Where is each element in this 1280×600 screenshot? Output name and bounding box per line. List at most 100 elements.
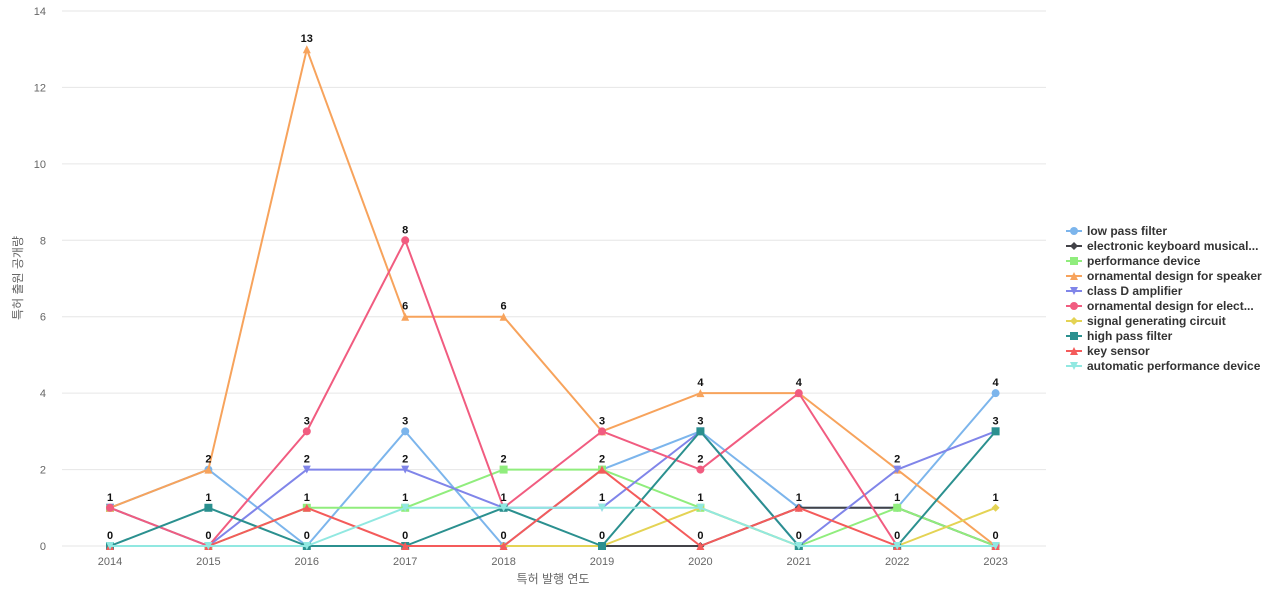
- series-point: [401, 465, 410, 474]
- series-line: [110, 506, 996, 547]
- legend-label: key sensor: [1087, 344, 1150, 358]
- series-line: [109, 48, 997, 547]
- x-tick-label: 2014: [98, 556, 122, 568]
- data-label: 13: [301, 33, 313, 45]
- x-tick-label: 2015: [196, 556, 220, 568]
- data-label: 0: [402, 530, 408, 542]
- y-tick-label: 10: [34, 159, 46, 171]
- series-point: [499, 542, 508, 550]
- data-label: 1: [894, 492, 900, 504]
- x-axis-ticks: 2014 2015 2016 2017 2018 2019 2020 2021 2022 2023: [98, 556, 1008, 568]
- legend-marker: [1070, 227, 1078, 235]
- series-point: [499, 465, 508, 474]
- series-point: [696, 503, 705, 512]
- series-3: [106, 45, 1000, 550]
- data-label: 2: [402, 454, 408, 466]
- series-point: [401, 542, 410, 550]
- data-label: 2: [697, 454, 703, 466]
- legend-item[interactable]: class D amplifier: [1066, 284, 1183, 298]
- series-point: [893, 503, 902, 512]
- data-label: 6: [501, 301, 507, 313]
- y-tick-label: 12: [34, 82, 46, 94]
- series-point: [991, 542, 1000, 550]
- series-point: [794, 542, 803, 550]
- data-label: 3: [697, 415, 703, 427]
- series-line: [109, 430, 997, 547]
- data-label: 2: [501, 454, 507, 466]
- legend-item[interactable]: high pass filter: [1066, 329, 1173, 343]
- legend-marker: [1070, 317, 1078, 325]
- data-label: 0: [304, 530, 310, 542]
- data-label: 8: [402, 224, 408, 236]
- series-point: [696, 465, 705, 474]
- legend-label: electronic keyboard musical...: [1087, 239, 1258, 253]
- legend-item[interactable]: low pass filter: [1066, 224, 1167, 238]
- data-label: 0: [205, 530, 211, 542]
- data-label: 1: [402, 492, 408, 504]
- legend-label: ornamental design for speaker: [1087, 269, 1262, 283]
- data-label: 6: [402, 301, 408, 313]
- legend-label: automatic performance device: [1087, 359, 1261, 373]
- series-point: [991, 427, 1000, 436]
- series-point: [598, 503, 606, 512]
- data-label: 0: [894, 530, 900, 542]
- x-tick-label: 2019: [590, 556, 614, 568]
- series-point: [499, 503, 508, 512]
- y-axis-title: 특허 출원 공개량: [11, 236, 25, 320]
- series-point: [991, 503, 1000, 512]
- series-point: [302, 465, 311, 474]
- series-point: [696, 427, 705, 436]
- data-label: 3: [599, 415, 605, 427]
- data-label: 0: [501, 530, 507, 542]
- legend-item[interactable]: automatic performance device: [1066, 359, 1261, 373]
- series-point: [204, 465, 213, 474]
- x-tick-label: 2018: [491, 556, 515, 568]
- legend-marker: [1070, 257, 1078, 265]
- data-label: 2: [894, 454, 900, 466]
- x-tick-label: 2020: [688, 556, 712, 568]
- legend-item[interactable]: performance device: [1066, 254, 1201, 268]
- data-label: 1: [993, 492, 999, 504]
- x-axis-title: 특허 발행 연도: [517, 571, 590, 586]
- series-point: [106, 503, 114, 512]
- series-point: [991, 389, 1000, 398]
- series-point: [696, 542, 705, 550]
- series-point: [794, 389, 803, 398]
- series-point: [893, 465, 902, 474]
- legend-item[interactable]: ornamental design for elect...: [1066, 299, 1254, 313]
- data-label: 1: [501, 492, 507, 504]
- data-label: 1: [304, 492, 310, 504]
- y-tick-label: 0: [40, 541, 46, 553]
- data-label: 1: [697, 492, 703, 504]
- series-point: [893, 542, 902, 550]
- series-point: [401, 236, 410, 245]
- y-tick-label: 6: [40, 312, 46, 324]
- series-point: [598, 427, 606, 436]
- legend-label: class D amplifier: [1087, 284, 1183, 298]
- data-label: 4: [796, 377, 803, 389]
- legend-item[interactable]: ornamental design for speaker: [1066, 269, 1262, 283]
- series-point: [106, 542, 114, 550]
- data-label: 3: [304, 415, 310, 427]
- data-label: 1: [107, 492, 113, 504]
- legend-marker: [1070, 332, 1078, 340]
- x-tick-label: 2022: [885, 556, 909, 568]
- data-label: 2: [599, 454, 605, 466]
- series-point: [598, 465, 606, 474]
- legend-item[interactable]: key sensor: [1066, 344, 1150, 358]
- x-tick-label: 2016: [295, 556, 319, 568]
- legend-item[interactable]: signal generating circuit: [1066, 314, 1226, 328]
- y-tick-label: 2: [40, 465, 46, 477]
- series-line: [109, 239, 996, 547]
- legend-item[interactable]: electronic keyboard musical...: [1066, 239, 1258, 253]
- y-axis-ticks: 0 2 4 6 8 10 12 14: [34, 6, 46, 553]
- series-9: [106, 503, 1000, 550]
- data-label: 4: [993, 377, 1000, 389]
- legend-label: ornamental design for elect...: [1087, 299, 1254, 313]
- y-tick-label: 14: [34, 6, 46, 18]
- series-point: [204, 503, 213, 512]
